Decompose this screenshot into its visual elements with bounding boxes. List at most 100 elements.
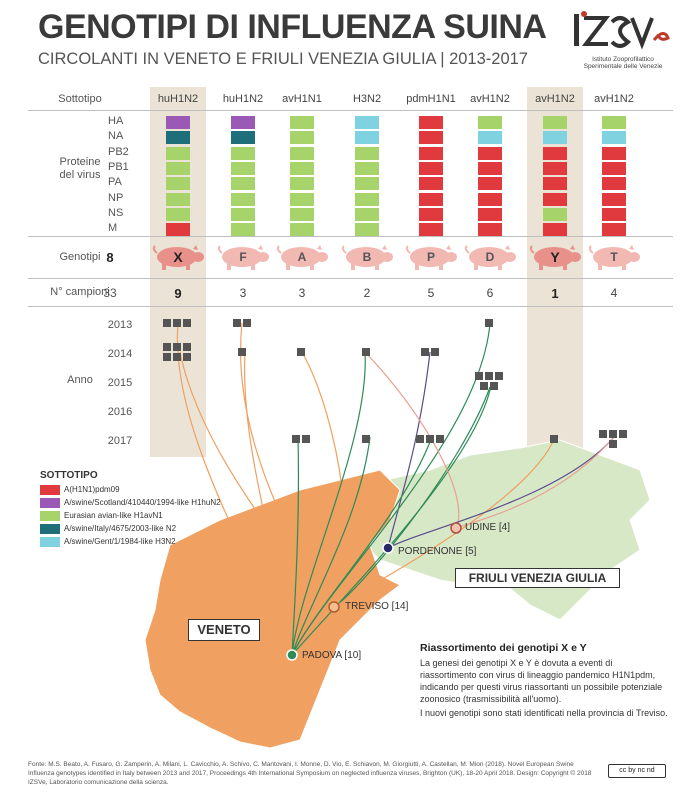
pig-icon <box>276 245 328 270</box>
divider <box>28 278 673 279</box>
gene-segment-pb1 <box>478 161 502 175</box>
link-line <box>179 351 335 608</box>
gene-segment-na <box>543 131 567 145</box>
gene-segment-na <box>419 131 443 145</box>
sample-square <box>292 435 300 443</box>
link-line <box>291 322 491 656</box>
link-line <box>291 436 371 656</box>
sample-count: 3 <box>239 286 247 300</box>
gene-segment-np <box>478 192 502 206</box>
sample-count: 2 <box>363 286 371 300</box>
cc-license-badge: cc by nc nd <box>608 764 666 778</box>
pordenone-label: PORDENONE [5] <box>398 546 477 557</box>
gene-segment-pb1 <box>543 161 567 175</box>
legend-swatch <box>40 511 60 521</box>
pig-icon <box>217 245 269 270</box>
gene-segment-pb1 <box>166 161 190 175</box>
gene-segment-pa <box>478 177 502 191</box>
sample-square <box>485 319 493 327</box>
link-line <box>455 436 615 529</box>
genotype-letter: B <box>362 250 372 264</box>
sample-square <box>599 430 607 438</box>
gene-segment-m <box>478 223 502 237</box>
gene-segment-pb1 <box>355 161 379 175</box>
gene-segment-ha <box>355 116 379 129</box>
page-subtitle: CIRCOLANTI IN VENETO E FRIULI VENEZIA GI… <box>38 50 528 68</box>
gene-segment-pa <box>543 177 567 191</box>
legend-label: A/swine/Scotland/410440/1994-like H1huN2 <box>64 498 221 508</box>
sample-square <box>362 435 370 443</box>
protein-label-np: NP <box>108 191 124 204</box>
gene-segment-m <box>419 223 443 237</box>
pig-icon <box>529 245 581 270</box>
subtype-header: huH1N2 <box>222 93 264 105</box>
sample-square <box>163 353 171 361</box>
divider <box>28 306 673 307</box>
legend-title: SOTTOTIPO <box>40 470 98 481</box>
gene-segment-np <box>231 192 255 206</box>
page-title: GENOTIPI DI INFLUENZA SUINA <box>38 8 547 46</box>
gene-segment-ns <box>355 207 379 221</box>
sample-square <box>173 319 181 327</box>
pig-icon <box>464 245 516 270</box>
gene-segment-ha <box>543 116 567 129</box>
protein-label-ns: NS <box>108 206 124 219</box>
legend-item: A(H1N1)pdm09 <box>40 485 120 497</box>
gene-segment-pb1 <box>290 161 314 175</box>
logo-text-line1: Istituto Zooprofilattico <box>592 56 654 63</box>
sample-square <box>609 440 617 448</box>
year-label-2016: 2016 <box>107 406 133 418</box>
udine-label: UDINE [4] <box>465 522 511 533</box>
sample-square <box>475 372 483 380</box>
subtype-header: H3N2 <box>352 93 382 105</box>
sample-square <box>426 435 434 443</box>
protein-label-pb2: PB2 <box>108 145 129 158</box>
subtype-header: avH1N2 <box>594 93 634 105</box>
genotipi-label: Genotipi <box>59 251 101 263</box>
sample-square <box>480 382 488 390</box>
legend-swatch <box>40 485 60 495</box>
sample-count: 3 <box>298 286 306 300</box>
gene-segment-pb2 <box>290 146 314 160</box>
sample-square <box>297 348 305 356</box>
sample-square <box>619 430 627 438</box>
gene-segment-na <box>355 131 379 145</box>
gene-segment-ha <box>290 116 314 129</box>
gene-segment-np <box>602 192 626 206</box>
pig-icon <box>588 245 640 270</box>
gene-segment-np <box>290 192 314 206</box>
gene-segment-pb2 <box>602 146 626 160</box>
sample-square <box>238 348 246 356</box>
gene-segment-pa <box>231 177 255 191</box>
gene-segment-pa <box>602 177 626 191</box>
sample-count: 5 <box>427 286 435 300</box>
gene-segment-pb2 <box>543 146 567 160</box>
gene-segment-na <box>478 131 502 145</box>
subtype-header: huH1N2 <box>157 93 199 105</box>
gene-segment-na <box>602 131 626 145</box>
gene-segment-pb2 <box>355 146 379 160</box>
legend-swatch <box>40 524 60 534</box>
gene-segment-m <box>290 223 314 237</box>
sample-square <box>233 319 241 327</box>
year-label-2015: 2015 <box>107 377 133 389</box>
legend-item: A/swine/Gent/1/1984-like H3N2 <box>40 537 176 549</box>
gene-segment-ns <box>290 207 314 221</box>
footer-source: Fonte: M.S. Beato, A. Fusaro, G. Zamperi… <box>28 761 592 786</box>
subtype-header: pdmH1N1 <box>406 93 456 105</box>
sample-count: 6 <box>486 286 494 300</box>
sample-square <box>550 435 558 443</box>
sample-square <box>173 353 181 361</box>
genotype-letter: P <box>426 250 435 264</box>
protein-label-pb1: PB1 <box>108 160 129 173</box>
link-line <box>301 351 347 608</box>
sample-square <box>243 319 251 327</box>
sample-count: 9 <box>174 286 182 301</box>
logo-text-line2: Sperimentale delle Venezie <box>583 63 663 70</box>
udine-marker <box>450 522 462 534</box>
info-text: La genesi dei genotipi X e Y è dovuta a … <box>420 658 663 704</box>
divider <box>28 236 673 237</box>
treviso-label: TREVISO [14] <box>345 601 409 612</box>
gene-segment-pa <box>290 177 314 191</box>
gene-segment-m <box>166 223 190 237</box>
